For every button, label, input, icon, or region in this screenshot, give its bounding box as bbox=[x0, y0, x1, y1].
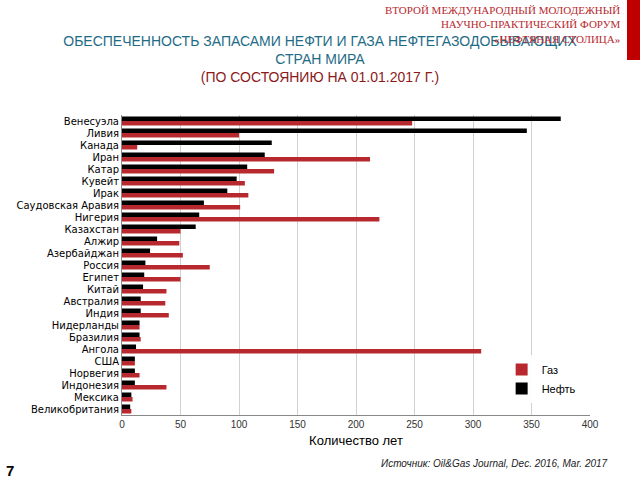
svg-text:Ливия: Ливия bbox=[87, 128, 119, 139]
svg-text:Великобритания: Великобритания bbox=[31, 404, 119, 415]
svg-text:Мексика: Мексика bbox=[74, 392, 119, 403]
svg-text:Источник: Oil&Gas Journal, Dec: Источник: Oil&Gas Journal, Dec. 2016, Ma… bbox=[381, 458, 608, 469]
svg-text:ОБЕСПЕЧЕННОСТЬ ЗАПАСАМИ НЕФТИ: ОБЕСПЕЧЕННОСТЬ ЗАПАСАМИ НЕФТИ И ГАЗА НЕФ… bbox=[63, 33, 577, 85]
svg-text:ВТОРОЙ МЕЖДУНАРОДНЫЙ МОЛОДЕЖНЫ: ВТОРОЙ МЕЖДУНАРОДНЫЙ МОЛОДЕЖНЫЙНАУЧНО-ПР… bbox=[385, 4, 620, 45]
svg-text:0: 0 bbox=[119, 419, 125, 430]
svg-text:Алжир: Алжир bbox=[84, 236, 119, 247]
svg-text:Количество лет: Количество лет bbox=[309, 433, 403, 448]
svg-text:Иран: Иран bbox=[93, 152, 120, 163]
svg-text:150: 150 bbox=[289, 419, 306, 430]
svg-text:7: 7 bbox=[6, 462, 14, 479]
svg-text:Австралия: Австралия bbox=[64, 296, 119, 307]
svg-text:250: 250 bbox=[406, 419, 423, 430]
svg-text:Казахстан: Казахстан bbox=[64, 224, 119, 235]
svg-text:Ангола: Ангола bbox=[82, 344, 119, 355]
svg-text:200: 200 bbox=[348, 419, 365, 430]
svg-text:Бразилия: Бразилия bbox=[69, 332, 119, 343]
svg-text:Саудовская Аравия: Саудовская Аравия bbox=[16, 200, 119, 211]
svg-text:Канада: Канада bbox=[80, 140, 119, 151]
svg-text:Кувейт: Кувейт bbox=[82, 176, 120, 187]
svg-text:Индонезия: Индонезия bbox=[61, 380, 119, 391]
svg-text:Египет: Египет bbox=[82, 272, 119, 283]
svg-text:50: 50 bbox=[175, 419, 187, 430]
svg-text:Норвегия: Норвегия bbox=[69, 368, 119, 379]
svg-text:Азербайджан: Азербайджан bbox=[47, 248, 119, 259]
svg-text:Нефть: Нефть bbox=[542, 383, 576, 395]
svg-text:350: 350 bbox=[523, 419, 540, 430]
svg-text:100: 100 bbox=[231, 419, 248, 430]
svg-text:Индия: Индия bbox=[86, 308, 119, 319]
svg-text:Венесуэла: Венесуэла bbox=[64, 116, 119, 127]
svg-text:США: США bbox=[94, 356, 119, 367]
svg-text:Нидерланды: Нидерланды bbox=[52, 320, 119, 331]
svg-text:Нигерия: Нигерия bbox=[75, 212, 119, 223]
svg-text:300: 300 bbox=[465, 419, 482, 430]
svg-text:400: 400 bbox=[582, 419, 599, 430]
svg-text:Ирак: Ирак bbox=[93, 188, 119, 199]
svg-text:Китай: Китай bbox=[87, 284, 119, 295]
svg-text:Катар: Катар bbox=[87, 164, 119, 175]
svg-text:Газ: Газ bbox=[542, 364, 558, 376]
svg-text:Россия: Россия bbox=[83, 260, 119, 271]
